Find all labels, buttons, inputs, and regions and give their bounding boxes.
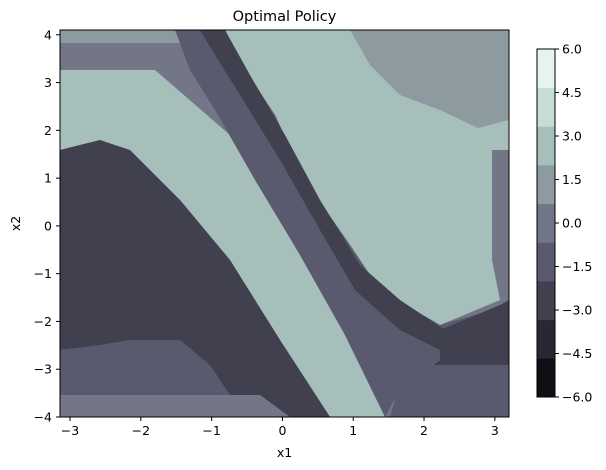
colorbar-tick-label: 4.5 xyxy=(562,85,582,100)
colorbar-level xyxy=(537,319,555,359)
contour-band-upper-right-lobe xyxy=(350,30,509,128)
contour-plot-area xyxy=(60,30,509,417)
contour-band-diagonal-dark xyxy=(200,30,509,350)
x-tick-label: −3 xyxy=(61,423,79,438)
y-tick-label: 1 xyxy=(44,171,52,186)
x-tick-label: 3 xyxy=(491,423,499,438)
y-axis-label: x2 xyxy=(8,216,23,231)
colorbar-tick-label: 3.0 xyxy=(562,129,582,144)
plot-frame xyxy=(59,29,510,418)
y-tick-label: −4 xyxy=(34,410,52,425)
colorbar-level xyxy=(537,242,555,282)
colorbar-tick-label: −6.0 xyxy=(562,390,592,405)
x-axis-ticks: −3 −2 −1 0 1 2 3 xyxy=(61,417,499,438)
contour-band-bottom-strip xyxy=(60,395,290,417)
contour-band-diagonal-light xyxy=(60,70,385,417)
y-tick-label: 2 xyxy=(44,123,52,138)
colorbar-level xyxy=(537,358,555,398)
y-tick-label: 4 xyxy=(44,27,52,42)
colorbar-tick-label: −4.5 xyxy=(562,346,592,361)
y-tick-label: −1 xyxy=(34,266,52,281)
y-tick-label: −2 xyxy=(34,314,52,329)
y-tick-label: 3 xyxy=(44,75,52,90)
y-tick-label: 0 xyxy=(44,218,52,233)
colorbar-level xyxy=(537,165,555,205)
colorbar-level xyxy=(537,49,555,89)
colorbar-level xyxy=(537,87,555,127)
colorbar-tick-label: 1.5 xyxy=(562,172,582,187)
colorbar-level xyxy=(537,281,555,321)
contour-band-lower-right-floor xyxy=(390,365,509,417)
colorbar-level xyxy=(537,126,555,166)
colorbar-tick-label: −3.0 xyxy=(562,303,592,318)
y-axis-ticks: −4 −3 −2 −1 0 1 2 3 4 xyxy=(34,27,60,425)
colorbar-level xyxy=(537,203,555,243)
x-axis-label: x1 xyxy=(277,445,292,460)
x-tick-label: −2 xyxy=(132,423,150,438)
colorbar-tick-label: 6.0 xyxy=(562,42,582,57)
colorbar: −6.0 −4.5 −3.0 −1.5 0.0 1.5 3.0 4.5 6.0 xyxy=(536,42,592,405)
colorbar-tick-label: 0.0 xyxy=(562,216,582,231)
x-tick-label: 2 xyxy=(420,423,428,438)
x-tick-label: 1 xyxy=(349,423,357,438)
x-tick-label: 0 xyxy=(278,423,286,438)
chart-title: Optimal Policy xyxy=(233,9,337,25)
y-tick-label: −3 xyxy=(34,362,52,377)
x-tick-label: −1 xyxy=(202,423,220,438)
colorbar-tick-label: −1.5 xyxy=(562,259,592,274)
